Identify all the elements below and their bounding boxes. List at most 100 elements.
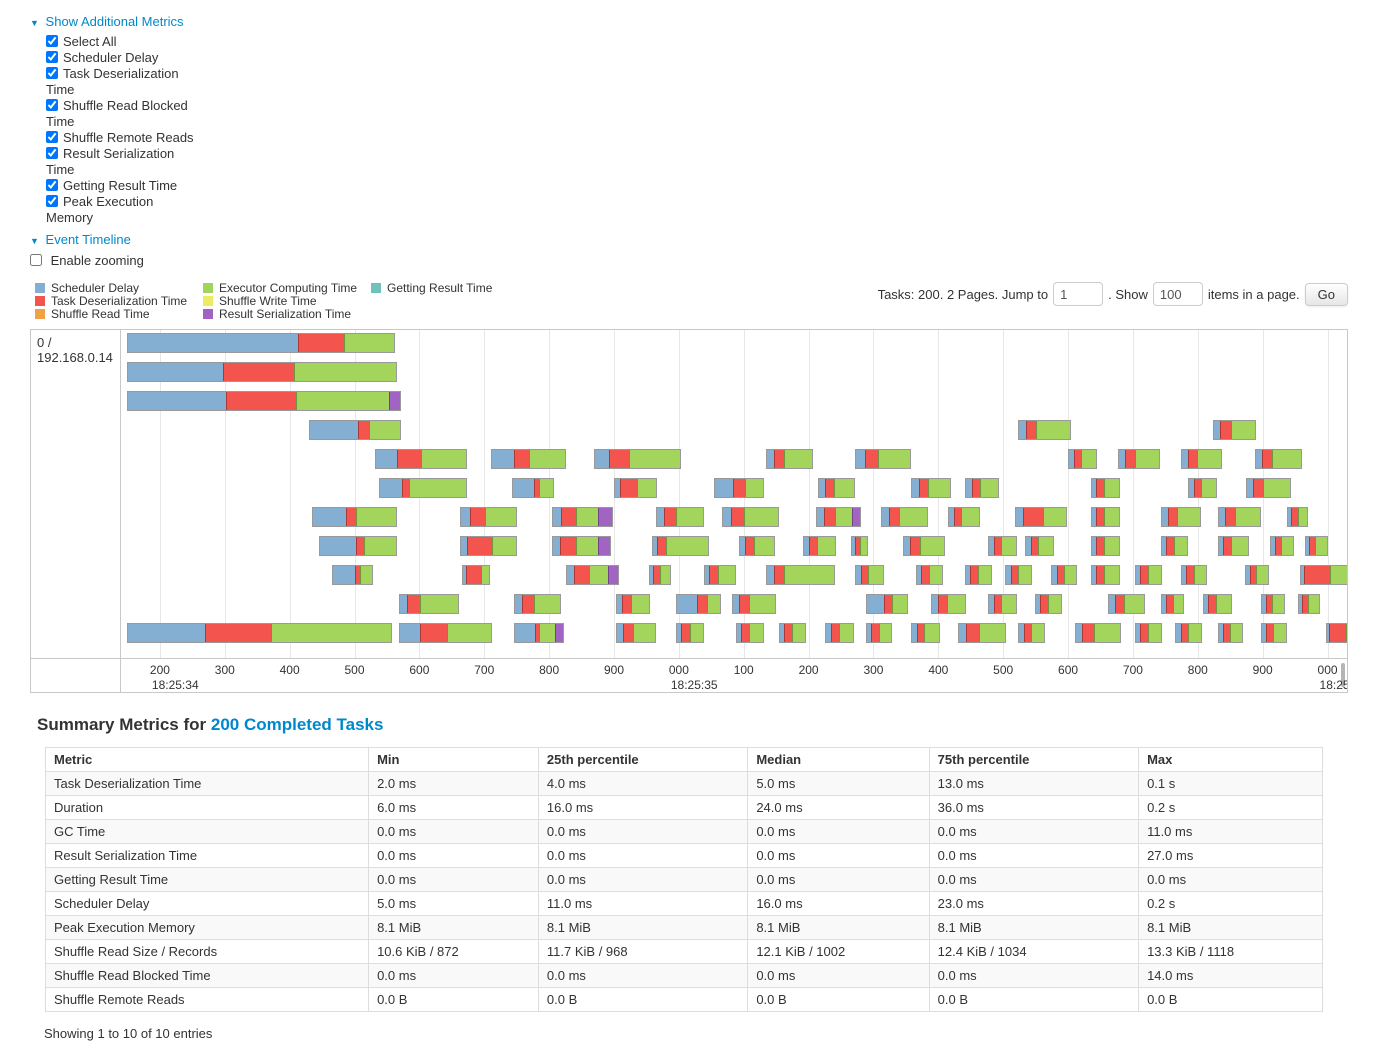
timeline-task-bar[interactable] [931,594,967,614]
timeline-scrollbar[interactable] [1341,663,1345,687]
timeline-task-bar[interactable] [127,333,396,353]
timeline-task-bar[interactable] [1212,420,1256,440]
timeline-task-bar[interactable] [1090,478,1120,498]
timeline-task-bar[interactable] [512,478,555,498]
timeline-task-bar[interactable] [675,623,705,643]
page-size-input[interactable] [1152,282,1203,306]
timeline-task-bar[interactable] [399,623,493,643]
timeline-task-bar[interactable] [126,623,393,643]
timeline-task-bar[interactable] [459,507,518,527]
timeline-task-bar[interactable] [765,565,836,585]
timeline-task-bar[interactable] [803,536,836,556]
timeline-task-bar[interactable] [1025,536,1055,556]
timeline-task-bar[interactable] [514,623,565,643]
metric-option-result-serialization-time[interactable]: Result Serialization Time [46,146,196,178]
timeline-task-bar[interactable] [911,623,940,643]
timeline-task-bar[interactable] [552,536,612,556]
timeline-task-bar[interactable] [552,507,613,527]
metric-option-peak-execution-memory[interactable]: Peak Execution Memory [46,194,196,226]
timeline-task-bar[interactable] [825,623,854,643]
timeline-task-bar[interactable] [713,478,764,498]
timeline-task-bar[interactable] [1118,449,1160,469]
timeline-task-bar[interactable] [459,536,517,556]
timeline-task-bar[interactable] [675,594,722,614]
timeline-task-bar[interactable] [1090,507,1120,527]
timeline-task-bar[interactable] [1160,594,1185,614]
timeline-task-bar[interactable] [721,507,779,527]
timeline-task-bar[interactable] [1134,623,1163,643]
timeline-task-bar[interactable] [988,536,1018,556]
timeline-task-bar[interactable] [1244,565,1270,585]
timeline-task-bar[interactable] [1217,623,1243,643]
timeline-task-bar[interactable] [127,362,398,382]
completed-tasks-link[interactable]: 200 Completed Tasks [210,715,384,734]
timeline-task-bar[interactable] [818,478,855,498]
timeline-task-bar[interactable] [1018,420,1072,440]
timeline-task-bar[interactable] [815,507,862,527]
metric-checkbox[interactable] [46,99,58,111]
timeline-task-bar[interactable] [881,507,928,527]
timeline-task-bar[interactable] [319,536,398,556]
go-button[interactable]: Go [1304,282,1348,306]
timeline-task-bar[interactable] [1090,565,1120,585]
timeline-task-bar[interactable] [1270,536,1294,556]
timeline-task-bar[interactable] [651,536,709,556]
timeline-task-bar[interactable] [656,507,704,527]
timeline-task-bar[interactable] [738,536,775,556]
event-timeline-toggle[interactable]: ▼ Event Timeline [30,232,1392,247]
timeline-task-bar[interactable] [1297,594,1320,614]
timeline-task-bar[interactable] [703,565,736,585]
timeline-task-bar[interactable] [1300,565,1347,585]
timeline-task-bar[interactable] [732,594,776,614]
metric-checkbox[interactable] [46,35,58,47]
timeline-task-bar[interactable] [1217,536,1250,556]
metric-option-shuffle-read-blocked-time[interactable]: Shuffle Read Blocked Time [46,98,196,130]
timeline-task-bar[interactable] [374,449,467,469]
enable-zooming-option[interactable]: Enable zooming [30,253,1392,268]
timeline-task-bar[interactable] [915,565,943,585]
timeline-task-bar[interactable] [1254,449,1302,469]
timeline-task-bar[interactable] [1134,565,1163,585]
timeline-task-bar[interactable] [1202,594,1232,614]
timeline-task-bar[interactable] [1180,565,1207,585]
timeline-task-bar[interactable] [615,623,656,643]
timeline-task-bar[interactable] [312,507,398,527]
timeline-task-bar[interactable] [865,594,909,614]
metric-checkbox[interactable] [46,195,58,207]
show-additional-metrics-toggle[interactable]: ▼ Show Additional Metrics [30,14,1392,29]
timeline-task-bar[interactable] [1068,449,1098,469]
timeline-task-bar[interactable] [127,391,402,411]
metric-checkbox[interactable] [46,51,58,63]
timeline-task-bar[interactable] [964,478,999,498]
timeline-task-bar[interactable] [1018,623,1046,643]
metric-checkbox[interactable] [46,131,58,143]
timeline-task-bar[interactable] [1304,536,1329,556]
timeline-task-bar[interactable] [735,623,765,643]
timeline-task-bar[interactable] [911,478,952,498]
timeline-task-bar[interactable] [1014,507,1068,527]
timeline-task-bar[interactable] [1188,478,1218,498]
jump-to-page-input[interactable] [1053,282,1104,306]
timeline-task-bar[interactable] [1245,478,1292,498]
timeline-task-bar[interactable] [964,565,993,585]
timeline-task-bar[interactable] [1260,623,1287,643]
timeline-task-bar[interactable] [1075,623,1121,643]
timeline-task-bar[interactable] [778,623,806,643]
metric-option-task-deserialization-time[interactable]: Task Deserialization Time [46,66,196,98]
timeline-task-bar[interactable] [1325,623,1347,643]
timeline-task-bar[interactable] [1108,594,1145,614]
metric-option-select-all[interactable]: Select All [46,34,196,50]
timeline-task-bar[interactable] [865,623,892,643]
timeline-plot[interactable] [121,330,1347,658]
timeline-task-bar[interactable] [766,449,814,469]
timeline-task-bar[interactable] [948,507,981,527]
timeline-task-bar[interactable] [1217,507,1261,527]
metric-option-getting-result-time[interactable]: Getting Result Time [46,178,196,194]
metric-checkbox[interactable] [46,67,58,79]
timeline-task-bar[interactable] [514,594,562,614]
metric-option-shuffle-remote-reads[interactable]: Shuffle Remote Reads [46,130,196,146]
timeline-task-bar[interactable] [332,565,374,585]
metric-checkbox[interactable] [46,179,58,191]
timeline-task-bar[interactable] [399,594,459,614]
timeline-task-bar[interactable] [1287,507,1309,527]
